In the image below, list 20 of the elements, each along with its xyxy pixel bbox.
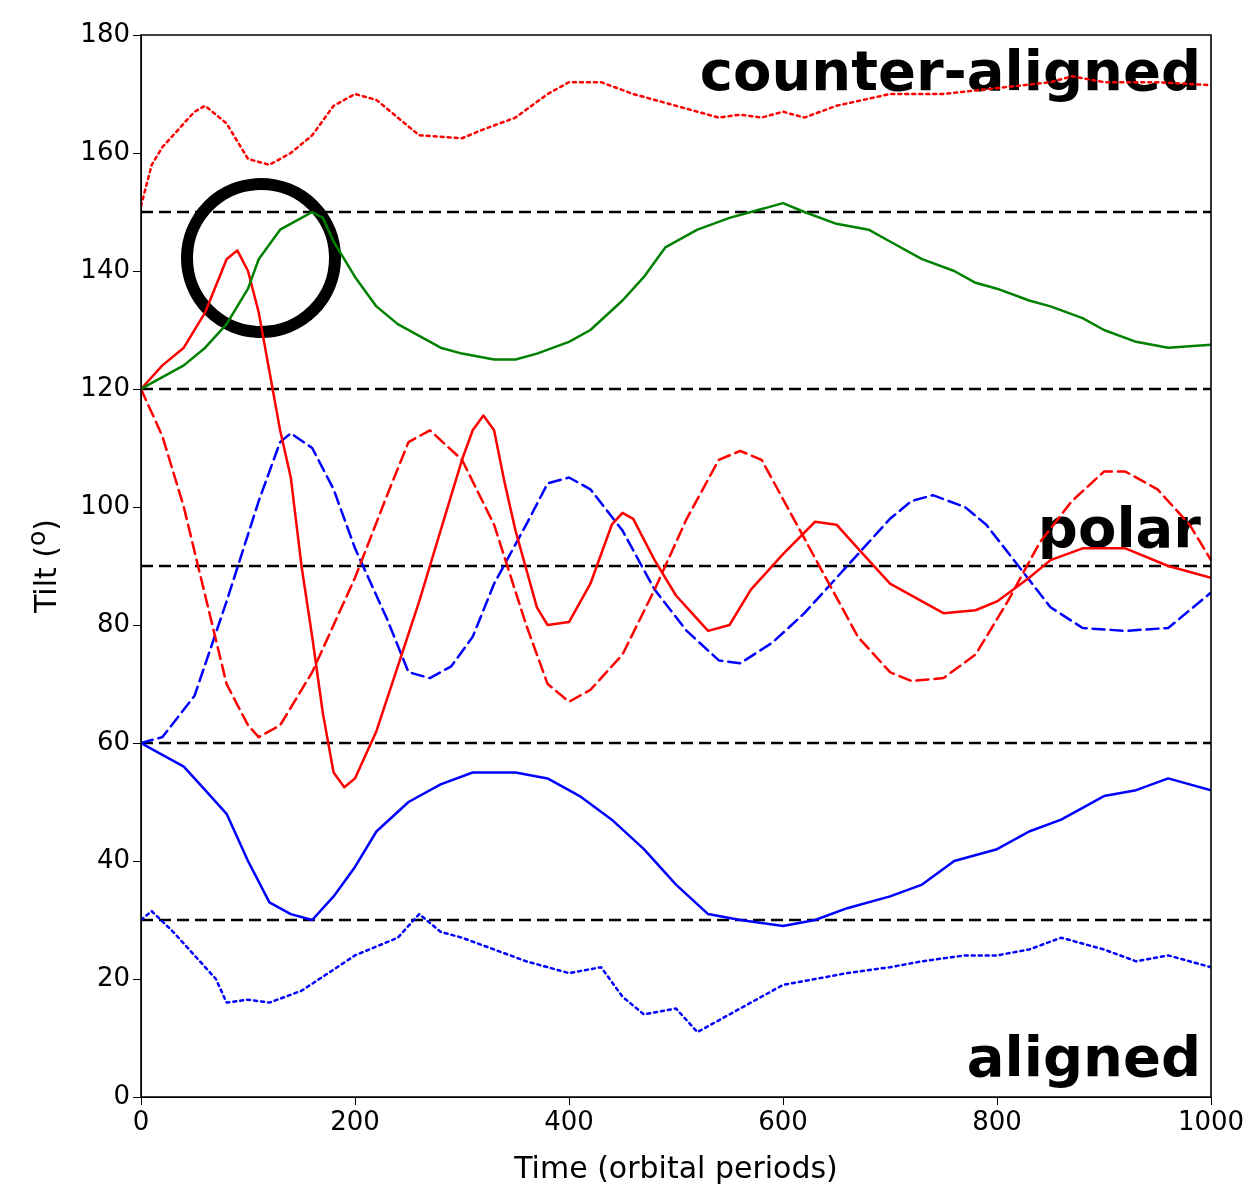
annotation: aligned [966,1023,1201,1089]
annotation: counter-aligned [699,37,1201,103]
x-tick-label: 600 [758,1106,808,1137]
x-tick-label: 400 [544,1106,594,1137]
y-tick-label: 160 [80,135,130,166]
x-tick-label: 0 [132,1106,150,1137]
y-tick-label: 100 [80,489,130,520]
y-tick-label: 80 [96,607,130,638]
x-tick-label: 800 [972,1106,1022,1137]
y-tick-label: 0 [113,1079,130,1110]
line-series [141,909,1211,1034]
x-axis-title: Time (orbital periods) [513,1149,838,1185]
y-tick-label: 40 [96,843,130,874]
y-tick-label: 20 [96,961,130,992]
y-tick-label: 60 [96,725,130,756]
x-tick-label: 200 [330,1106,380,1137]
y-tick-label: 140 [80,253,130,284]
y-tick-label: 120 [80,371,130,402]
x-tick-label: 1000 [1177,1106,1245,1137]
y-tick-label: 180 [80,17,130,48]
